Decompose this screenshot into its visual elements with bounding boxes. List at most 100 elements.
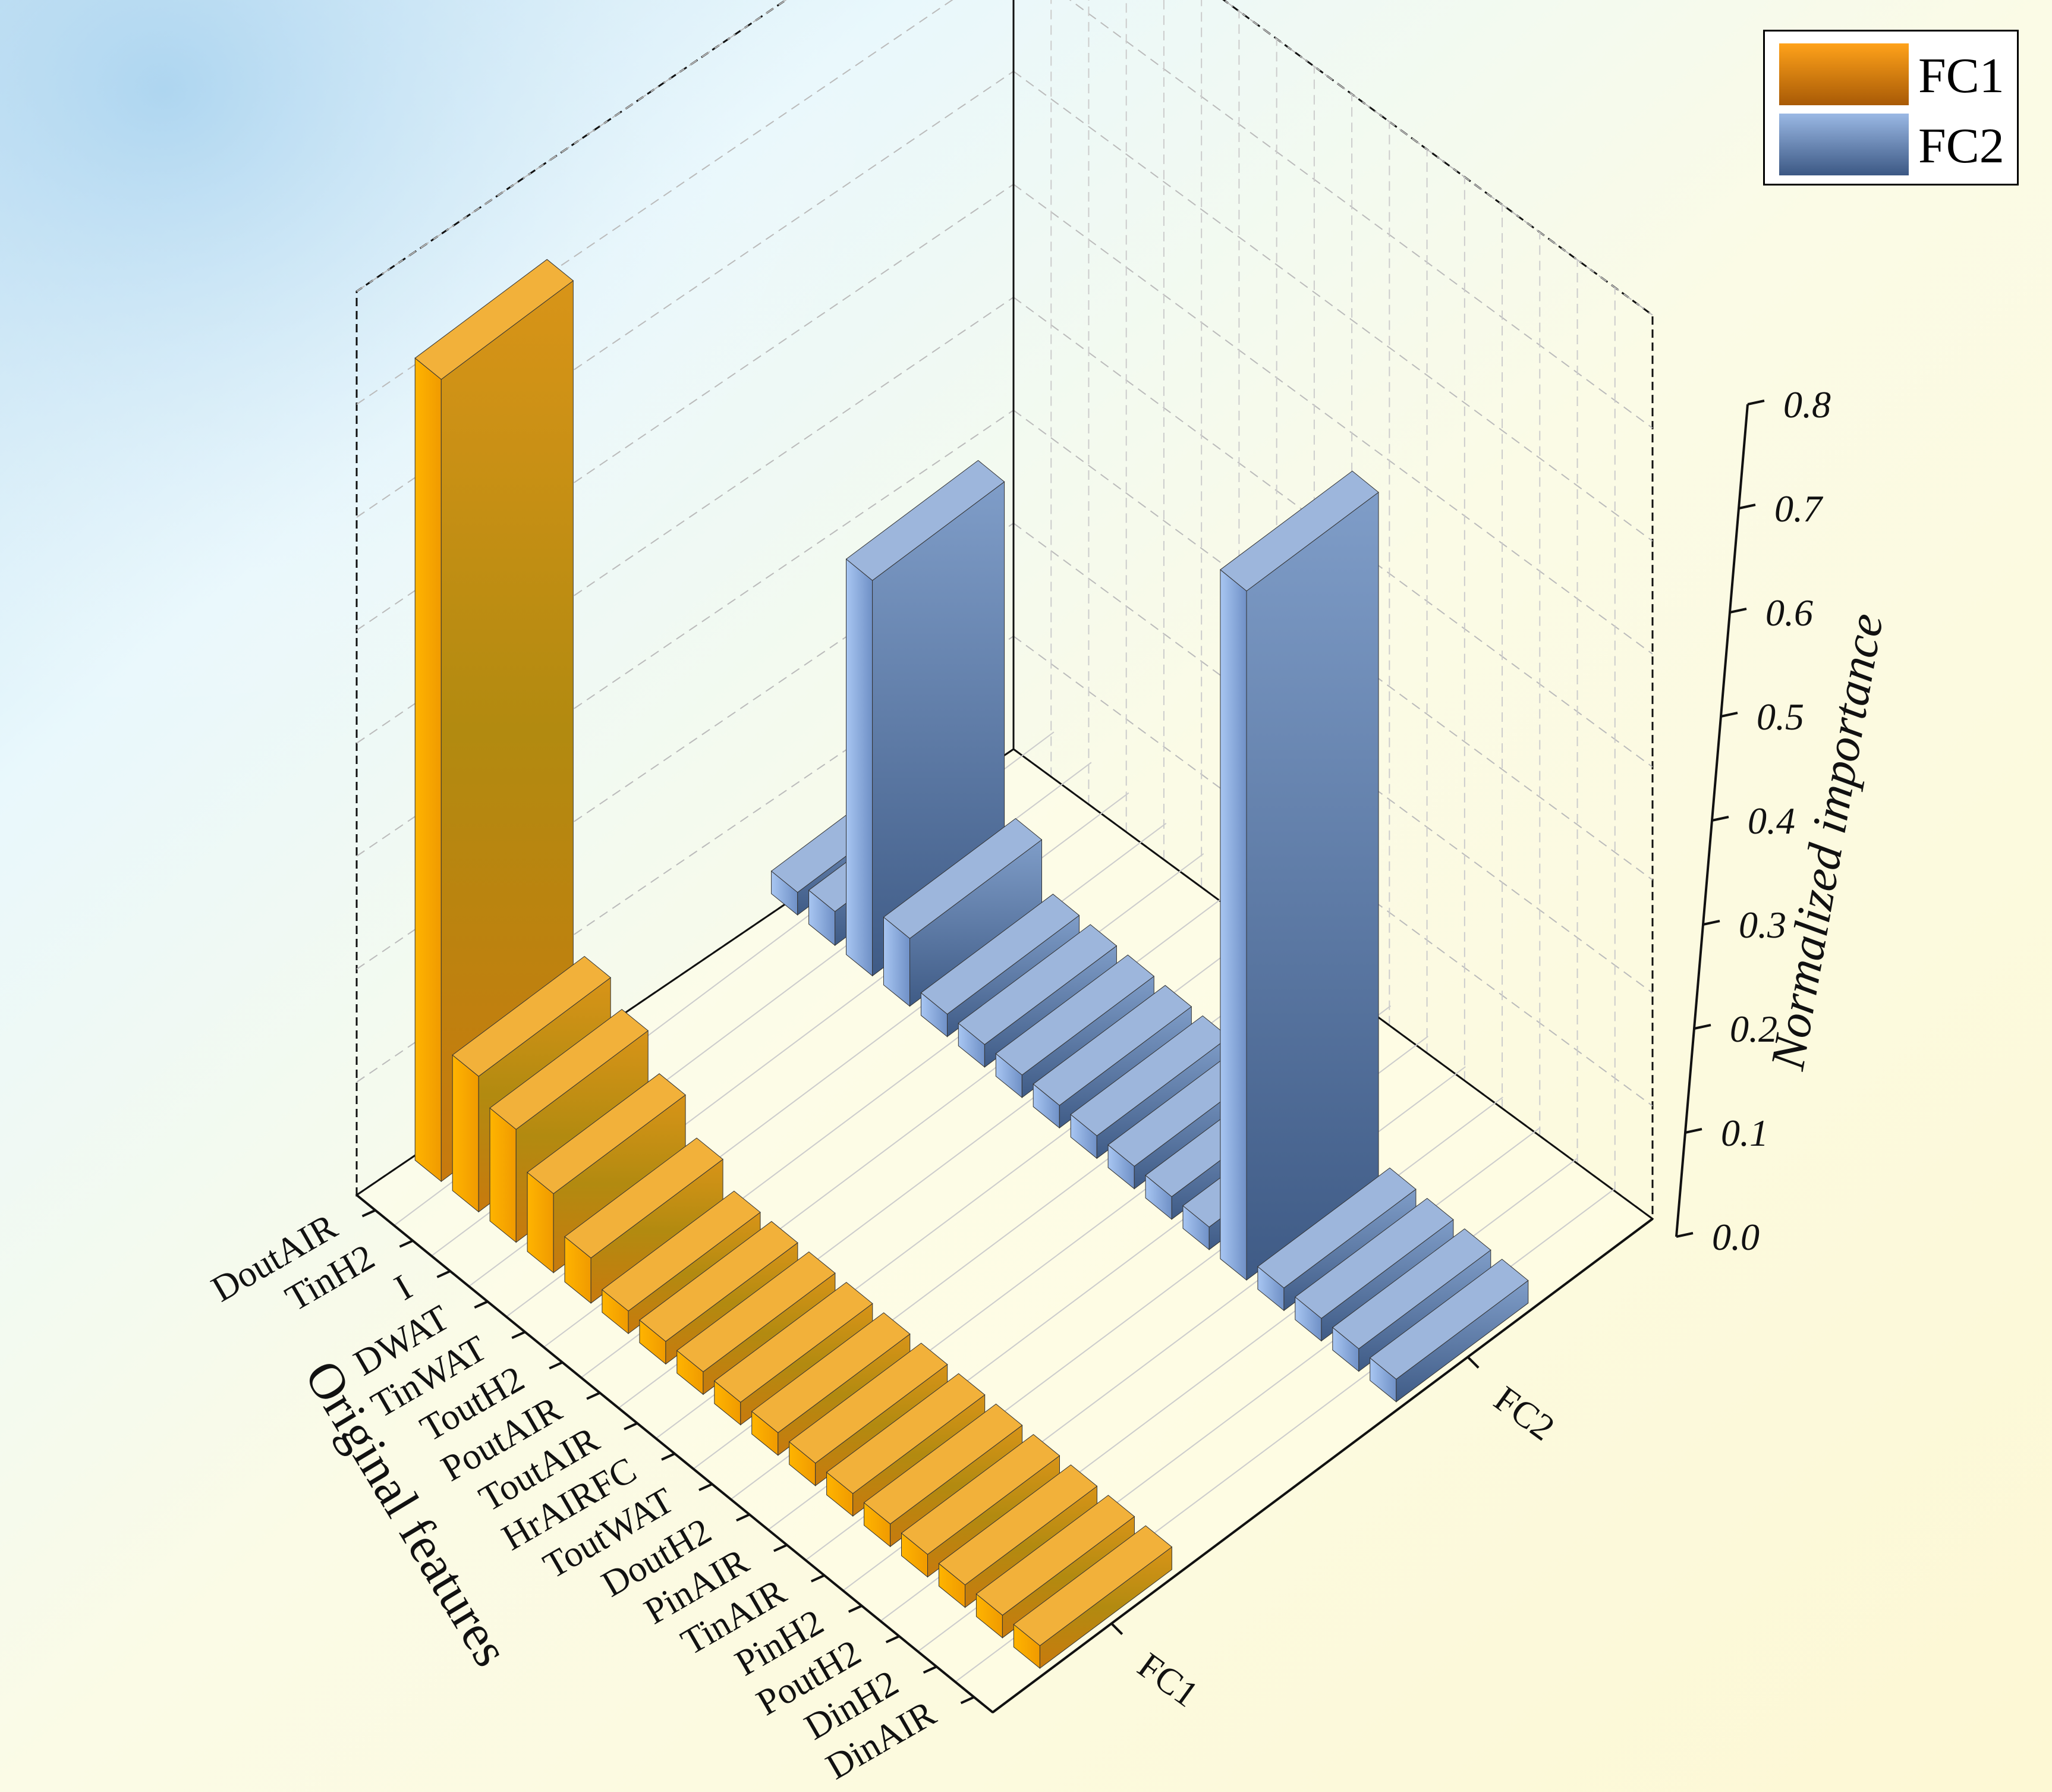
z-tick: [1685, 1128, 1702, 1134]
bar-front-face: [1246, 492, 1379, 1281]
bar-top-face: [1033, 985, 1192, 1106]
z-tick-label: 0.1: [1721, 1112, 1768, 1154]
feature-tick: [773, 1543, 788, 1552]
chart-bars: [414, 259, 1529, 1669]
feature-tick: [586, 1391, 600, 1400]
feature-tick: [624, 1422, 638, 1431]
feature-tick: [848, 1605, 863, 1613]
bar-fc1-douth2: [788, 1343, 948, 1486]
bar-fc1-tinair: [863, 1403, 1023, 1548]
legend-swatch-fc1: [1779, 43, 1909, 105]
feature-tick: [361, 1209, 376, 1218]
bar-fc2-touth2: [958, 924, 1118, 1068]
bar-top-face: [845, 460, 1005, 581]
legend-item-fc1: FC1: [1779, 43, 2011, 105]
bar-top-face: [751, 1312, 911, 1433]
feature-tick: [549, 1361, 564, 1370]
bar-top-face: [676, 1251, 836, 1372]
right-wall-gridline: [1013, 410, 1653, 881]
z-tick: [1676, 1232, 1694, 1238]
bar-top-face: [938, 1464, 1098, 1586]
left-wall-gridline: [356, 0, 787, 292]
bar-fc1-dinair: [1013, 1525, 1173, 1669]
bar-top-face: [1369, 1259, 1529, 1380]
bar-fc1-tinwat: [564, 1137, 723, 1304]
feature-tick: [810, 1574, 825, 1583]
bar-fc1-poutair: [639, 1221, 798, 1365]
bar-fc1-pinh2: [901, 1433, 1060, 1578]
bar-fc2-pinh2: [1257, 1167, 1417, 1312]
z-tick-label: 0.2: [1730, 1008, 1777, 1050]
legend-item-fc2: FC2: [1779, 114, 2011, 175]
bar-top-face: [901, 1433, 1060, 1555]
z-tick: [1720, 712, 1738, 718]
bar-side-face: [846, 558, 873, 977]
series-axis-line: [992, 1218, 1654, 1714]
bar-top-face: [920, 894, 1080, 1015]
bar-top-face: [1294, 1197, 1454, 1319]
feature-tick: [923, 1665, 937, 1674]
z-tick: [1694, 1024, 1711, 1030]
bar-top-face: [489, 1008, 649, 1130]
z-tick: [1729, 608, 1747, 614]
bar-side-face: [414, 357, 442, 1183]
bar-fc1-pouth2: [938, 1464, 1098, 1608]
feature-tick: [399, 1239, 414, 1248]
bar-fc2-poutair: [995, 954, 1155, 1099]
right-wall-gridline: [1013, 297, 1653, 768]
feature-tick: [436, 1270, 451, 1278]
bar-top-face: [452, 955, 612, 1077]
z-tick: [1738, 504, 1756, 510]
series-tick: [1466, 1356, 1480, 1369]
bar-top-face: [639, 1221, 798, 1342]
bar-top-face: [564, 1137, 723, 1259]
bar-fc2-dwat: [883, 818, 1043, 1007]
legend-swatch-fc2: [1779, 114, 1909, 175]
bar-side-face: [452, 1054, 479, 1213]
legend-label-fc2: FC2: [1918, 118, 2004, 174]
z-tick: [1747, 400, 1765, 405]
bar-top-face: [863, 1403, 1023, 1524]
right-wall-gridline: [1013, 184, 1653, 655]
feature-tick: [698, 1483, 713, 1491]
z-tick-label: 0.5: [1757, 696, 1804, 738]
bar-top-face: [1220, 470, 1379, 592]
bar-top-face: [602, 1190, 761, 1312]
bar-fc2-dinair: [1369, 1259, 1529, 1403]
bar-side-face: [1220, 569, 1247, 1281]
bar-side-face: [489, 1107, 517, 1243]
feature-tick: [960, 1696, 975, 1705]
bar-fc1-doutair: [414, 259, 574, 1183]
bar-top-face: [826, 1373, 986, 1494]
bar-fc2-dinh2: [1332, 1228, 1491, 1372]
bar-fc2-tinair: [1220, 470, 1379, 1281]
feature-tick: [511, 1331, 526, 1340]
bar-top-face: [414, 259, 574, 380]
bar-top-face: [713, 1282, 873, 1403]
bar-top-face: [958, 924, 1118, 1045]
right-wall-gridline: [1069, 0, 1653, 429]
z-tick-label: 0.0: [1712, 1216, 1760, 1258]
bar-top-face: [1013, 1525, 1173, 1646]
bar-top-face: [995, 954, 1155, 1076]
bar-top-face: [527, 1073, 686, 1194]
bar-top-face: [975, 1495, 1135, 1616]
right-wall-gridline: [1013, 523, 1653, 994]
feature-tick: [736, 1513, 750, 1522]
z-tick-label: 0.6: [1765, 592, 1813, 634]
bar-fc1-touth2: [602, 1190, 761, 1335]
bar-top-face: [788, 1343, 948, 1464]
z-tick: [1702, 920, 1720, 926]
feature-tick: [661, 1453, 675, 1461]
legend: FC1 FC2: [1763, 30, 2019, 186]
bar-top-face: [1257, 1167, 1417, 1288]
bar-top-face: [1332, 1228, 1491, 1350]
z-tick-label: 0.7: [1774, 488, 1824, 530]
bar-fc1-toutwat: [751, 1312, 911, 1456]
z-tick-label: 0.8: [1783, 383, 1831, 426]
z-tick: [1711, 816, 1729, 822]
feature-tick: [474, 1300, 489, 1309]
legend-label-fc1: FC1: [1918, 48, 2004, 103]
z-tick-label: 0.4: [1748, 800, 1795, 842]
